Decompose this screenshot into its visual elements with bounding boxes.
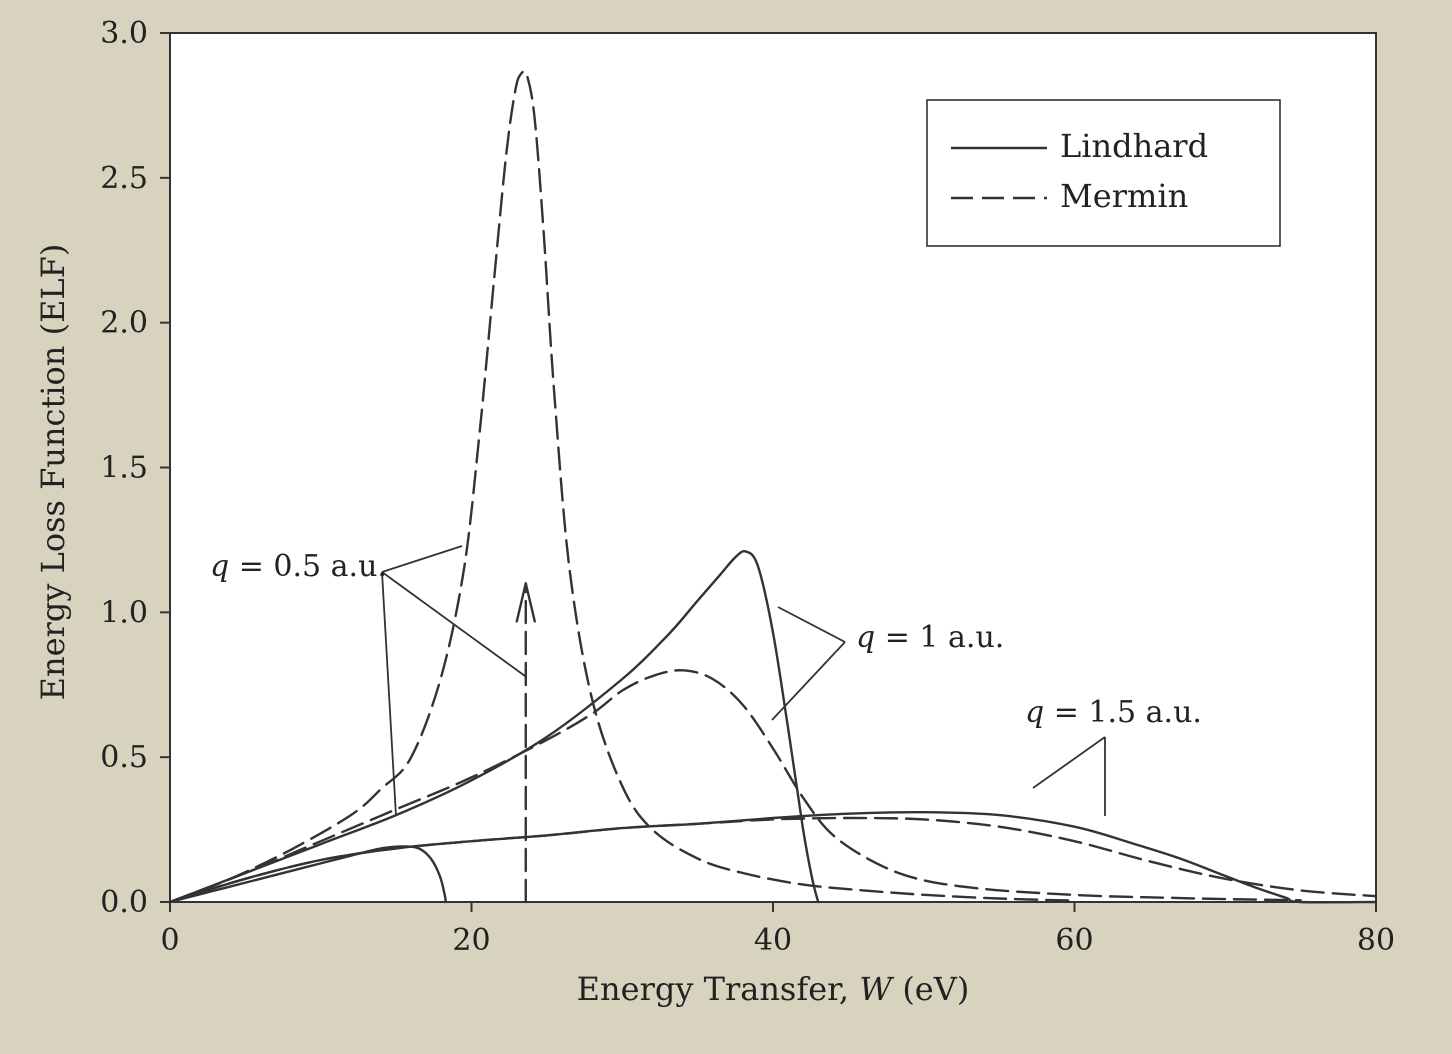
y-tick-label: 2.5 (100, 161, 148, 196)
annotation-q1: q = 1 a.u. (856, 620, 1004, 655)
y-tick-label: 2.0 (100, 306, 148, 341)
legend: Lindhard Mermin (926, 99, 1281, 247)
leader-q05-c (381, 571, 397, 817)
legend-label-lindhard: Lindhard (1060, 127, 1208, 165)
y-tick-label: 0.5 (100, 740, 148, 775)
leader-q15-a (1032, 736, 1106, 789)
x-axis-label: Energy Transfer, W (eV) (577, 970, 970, 1008)
x-tick-label: 0 (160, 923, 179, 958)
x-tick-label: 20 (452, 923, 490, 958)
annotation-q15: q = 1.5 a.u. (1025, 695, 1202, 730)
series-q1-lindhard (168, 549, 820, 904)
x-tick-label: 60 (1055, 923, 1093, 958)
series-q05-delta-arrowhead (515, 582, 536, 623)
annotation-q05: q = 0.5 a.u. (210, 549, 387, 584)
series-q05-mermin (168, 70, 1076, 904)
series-q05-lindhard (168, 845, 448, 904)
x-tick-label: 80 (1357, 923, 1395, 958)
curves-layer (168, 70, 1378, 904)
leader-q05-a (381, 545, 463, 573)
series-q1-mermin (168, 669, 1302, 904)
y-tick-label: 0.0 (100, 885, 148, 920)
x-tick-label: 40 (754, 923, 792, 958)
leader-q1-b (771, 641, 846, 721)
y-tick-label: 1.5 (100, 451, 148, 486)
leader-q05-b (381, 571, 526, 677)
y-tick-label: 1.0 (100, 595, 148, 630)
y-tick-label: 3.0 (100, 16, 148, 51)
legend-label-mermin: Mermin (1060, 177, 1188, 215)
y-axis-label: Energy Loss Function (ELF) (34, 244, 72, 701)
leader-lines (381, 545, 1106, 817)
series-q15-mermin (168, 816, 1378, 904)
leader-q1-a (777, 606, 846, 643)
legend-box (926, 99, 1281, 247)
axis-ticks: 0 20 40 60 80 0.0 0.5 1.0 1.5 2.0 2.5 3.0 (100, 16, 1395, 958)
